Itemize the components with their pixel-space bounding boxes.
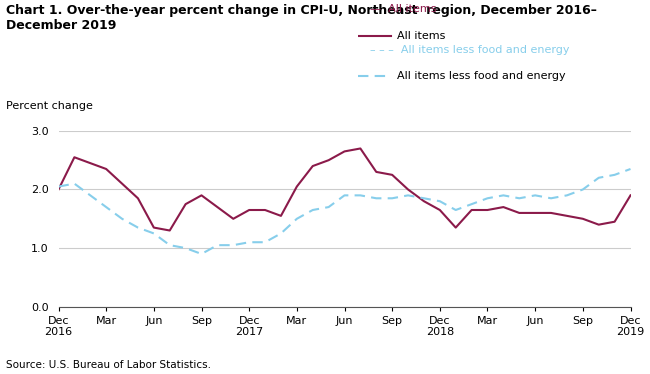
Text: Source: U.S. Bureau of Labor Statistics.: Source: U.S. Bureau of Labor Statistics. <box>6 360 211 370</box>
Text: – – –  All items less food and energy: – – – All items less food and energy <box>370 45 570 55</box>
Text: Chart 1. Over-the-year percent change in CPI-U, Northeast  region, December 2016: Chart 1. Over-the-year percent change in… <box>6 4 597 32</box>
Text: All items: All items <box>396 31 445 41</box>
Text: All items less food and energy: All items less food and energy <box>396 71 566 81</box>
Text: Percent change: Percent change <box>6 101 94 111</box>
Text: —  All items: — All items <box>370 4 437 14</box>
